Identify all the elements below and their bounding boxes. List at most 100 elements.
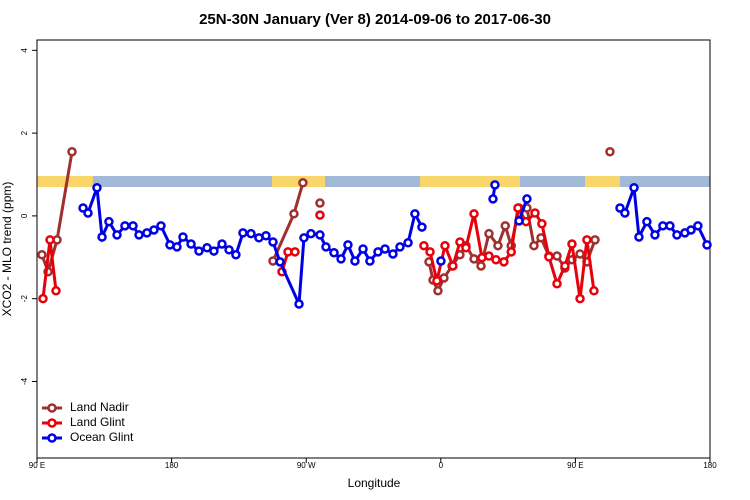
series bbox=[78, 180, 712, 309]
data-point bbox=[469, 209, 479, 219]
data-point bbox=[589, 286, 599, 296]
data-point bbox=[238, 228, 248, 238]
data-point bbox=[500, 221, 511, 231]
data-point bbox=[358, 244, 368, 254]
x-tick-label: 90 W bbox=[297, 461, 316, 470]
data-point bbox=[476, 261, 486, 271]
y-tick-label: 4 bbox=[20, 48, 29, 53]
data-point bbox=[642, 216, 652, 227]
data-point bbox=[514, 216, 524, 226]
data-point bbox=[315, 210, 325, 220]
data-point bbox=[506, 247, 516, 257]
y-tick-label: -4 bbox=[20, 377, 29, 385]
data-point bbox=[410, 209, 420, 219]
data-point bbox=[315, 230, 325, 240]
data-point bbox=[268, 237, 278, 247]
data-point bbox=[128, 221, 138, 231]
data-point bbox=[350, 256, 360, 266]
data-point bbox=[493, 240, 503, 251]
data-point bbox=[231, 250, 241, 260]
data-point bbox=[395, 242, 405, 252]
data-point bbox=[575, 293, 585, 304]
x-axis-label: Longitude bbox=[348, 476, 401, 490]
land-strip bbox=[585, 176, 620, 187]
data-point bbox=[620, 208, 630, 218]
data-point bbox=[294, 299, 304, 309]
data-point bbox=[537, 219, 547, 229]
data-point bbox=[629, 182, 639, 193]
data-point bbox=[380, 244, 390, 254]
data-point bbox=[686, 225, 696, 235]
data-point bbox=[329, 247, 339, 258]
data-point bbox=[298, 178, 308, 188]
data-point bbox=[45, 235, 55, 245]
data-point bbox=[665, 221, 675, 231]
land-strip bbox=[37, 176, 93, 187]
data-point bbox=[83, 208, 93, 218]
data-point bbox=[224, 245, 234, 255]
x-tick-label: 90 E bbox=[567, 461, 583, 470]
land-strip bbox=[420, 176, 520, 187]
x-tick-label: 180 bbox=[703, 461, 717, 470]
data-point bbox=[172, 242, 182, 252]
data-point bbox=[605, 146, 615, 157]
data-point bbox=[469, 254, 479, 264]
data-point bbox=[92, 182, 102, 193]
data-point bbox=[448, 261, 458, 271]
legend-label: Ocean Glint bbox=[70, 430, 134, 444]
data-point bbox=[425, 247, 435, 257]
series bbox=[38, 203, 599, 304]
data-point bbox=[590, 235, 600, 245]
data-point bbox=[209, 246, 219, 256]
data-point bbox=[343, 240, 353, 250]
chart-title: 25N-30N January (Ver 8) 2014-09-06 to 20… bbox=[199, 11, 551, 28]
data-point bbox=[575, 249, 585, 259]
data-point bbox=[112, 230, 122, 240]
plot-frame bbox=[36, 39, 711, 459]
data-point bbox=[217, 239, 227, 249]
data-point bbox=[299, 233, 309, 243]
y-tick-label: 0 bbox=[20, 213, 29, 218]
data-point bbox=[490, 180, 500, 190]
data-point bbox=[246, 228, 256, 239]
data-point bbox=[134, 230, 144, 240]
legend-marker bbox=[47, 433, 57, 443]
legend-label: Land Nadir bbox=[70, 400, 129, 414]
x-tick-label: 90 E bbox=[29, 461, 45, 470]
data-point bbox=[634, 232, 644, 242]
data-point bbox=[530, 208, 540, 218]
data-point bbox=[693, 221, 703, 231]
data-point bbox=[544, 252, 554, 262]
data-point bbox=[336, 254, 346, 264]
x-tick-label: 0 bbox=[439, 461, 444, 470]
legend-label: Land Glint bbox=[70, 415, 125, 429]
data-point bbox=[552, 279, 562, 289]
data-point bbox=[51, 286, 61, 296]
data-point bbox=[582, 235, 592, 245]
data-point bbox=[432, 276, 442, 286]
data-point bbox=[436, 256, 446, 266]
data-point bbox=[321, 242, 331, 252]
data-point bbox=[484, 251, 494, 261]
data-point bbox=[488, 194, 498, 204]
data-point bbox=[433, 286, 443, 296]
data-point bbox=[499, 257, 509, 267]
data-point bbox=[403, 238, 413, 248]
data-point bbox=[38, 293, 48, 304]
data-point bbox=[484, 228, 494, 239]
data-point bbox=[461, 243, 471, 253]
data-point bbox=[178, 232, 188, 242]
data-point bbox=[365, 256, 375, 266]
data-point bbox=[440, 240, 450, 251]
data-point bbox=[306, 228, 316, 239]
ocean-strip bbox=[37, 176, 710, 187]
data-point bbox=[315, 198, 325, 208]
data-point bbox=[37, 250, 47, 260]
y-axis-label: XCO2 - MLO trend (ppm) bbox=[0, 182, 14, 317]
legend-marker bbox=[47, 403, 57, 413]
data-point bbox=[560, 261, 570, 271]
data-point bbox=[529, 240, 539, 251]
y-tick-label: 2 bbox=[20, 130, 29, 135]
